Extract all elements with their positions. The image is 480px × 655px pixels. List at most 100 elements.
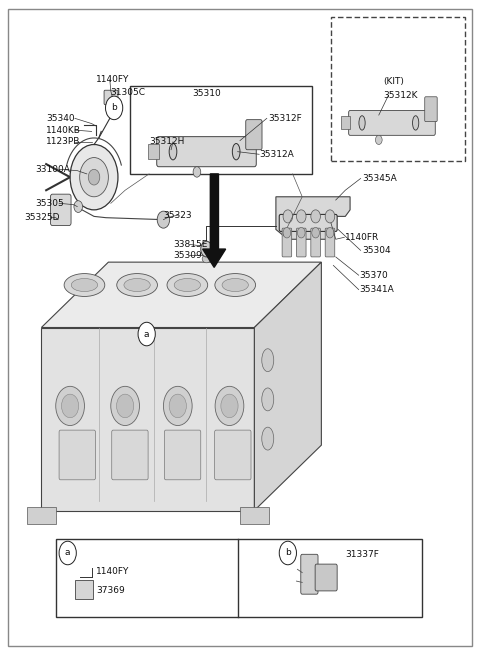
- Circle shape: [221, 394, 238, 418]
- Text: 1140FY: 1140FY: [96, 75, 130, 84]
- Circle shape: [117, 394, 134, 418]
- FancyBboxPatch shape: [325, 228, 335, 257]
- Circle shape: [70, 145, 118, 210]
- Ellipse shape: [202, 255, 211, 263]
- FancyBboxPatch shape: [104, 90, 118, 105]
- FancyBboxPatch shape: [112, 430, 148, 480]
- Text: 31305C: 31305C: [110, 88, 145, 97]
- Ellipse shape: [215, 274, 255, 297]
- Text: 35370: 35370: [360, 271, 388, 280]
- Circle shape: [201, 241, 212, 257]
- Ellipse shape: [222, 278, 248, 291]
- Text: 35305: 35305: [35, 199, 64, 208]
- Circle shape: [56, 386, 84, 426]
- Circle shape: [74, 200, 83, 212]
- Ellipse shape: [124, 278, 150, 291]
- Circle shape: [215, 386, 244, 426]
- FancyBboxPatch shape: [50, 194, 71, 225]
- FancyBboxPatch shape: [164, 430, 201, 480]
- Polygon shape: [148, 145, 158, 159]
- FancyBboxPatch shape: [297, 228, 306, 257]
- Circle shape: [283, 227, 291, 238]
- FancyBboxPatch shape: [348, 111, 435, 136]
- Circle shape: [375, 136, 382, 145]
- Text: b: b: [111, 103, 117, 113]
- Polygon shape: [41, 262, 322, 328]
- Text: 31337F: 31337F: [345, 550, 379, 559]
- Circle shape: [193, 167, 201, 177]
- Text: 35312F: 35312F: [269, 114, 302, 123]
- FancyBboxPatch shape: [282, 228, 292, 257]
- Ellipse shape: [232, 143, 240, 160]
- Ellipse shape: [262, 388, 274, 411]
- Text: 35340: 35340: [46, 114, 75, 123]
- Text: 35310: 35310: [192, 89, 221, 98]
- Text: 35341A: 35341A: [360, 285, 395, 294]
- Text: 33815E: 33815E: [173, 240, 207, 249]
- Ellipse shape: [72, 278, 97, 291]
- Ellipse shape: [174, 278, 201, 291]
- Circle shape: [163, 386, 192, 426]
- FancyBboxPatch shape: [215, 430, 251, 480]
- FancyBboxPatch shape: [56, 538, 422, 617]
- Ellipse shape: [412, 116, 419, 130]
- Text: 33100A: 33100A: [35, 165, 70, 174]
- Polygon shape: [203, 174, 226, 267]
- Circle shape: [297, 210, 306, 223]
- FancyBboxPatch shape: [425, 97, 437, 122]
- Polygon shape: [27, 507, 56, 523]
- Text: 35312H: 35312H: [149, 138, 184, 146]
- Ellipse shape: [262, 427, 274, 450]
- Text: 1140FR: 1140FR: [345, 233, 380, 242]
- Text: 1123PB: 1123PB: [46, 138, 81, 146]
- Circle shape: [325, 210, 335, 223]
- Text: (KIT): (KIT): [384, 77, 405, 86]
- Circle shape: [88, 170, 100, 185]
- FancyBboxPatch shape: [311, 228, 321, 257]
- Polygon shape: [41, 328, 254, 510]
- Text: b: b: [285, 548, 291, 557]
- Circle shape: [106, 96, 123, 120]
- FancyBboxPatch shape: [75, 580, 93, 599]
- Ellipse shape: [117, 274, 157, 297]
- FancyBboxPatch shape: [279, 214, 337, 231]
- Ellipse shape: [64, 274, 105, 297]
- Text: 35304: 35304: [362, 246, 391, 255]
- FancyBboxPatch shape: [8, 9, 472, 646]
- Circle shape: [326, 227, 334, 238]
- Circle shape: [59, 541, 76, 565]
- Text: 35312K: 35312K: [384, 91, 418, 100]
- Circle shape: [298, 227, 305, 238]
- FancyBboxPatch shape: [301, 554, 318, 594]
- Circle shape: [61, 394, 79, 418]
- FancyBboxPatch shape: [246, 120, 262, 150]
- Text: 1140FY: 1140FY: [96, 567, 130, 576]
- Text: a: a: [65, 548, 71, 557]
- FancyBboxPatch shape: [59, 430, 96, 480]
- FancyBboxPatch shape: [157, 137, 256, 167]
- Ellipse shape: [167, 274, 208, 297]
- Ellipse shape: [359, 116, 365, 130]
- Text: 37369: 37369: [96, 586, 125, 595]
- Text: 1140KB: 1140KB: [46, 126, 81, 135]
- Text: 35345A: 35345A: [362, 174, 397, 183]
- Circle shape: [111, 386, 140, 426]
- Ellipse shape: [169, 143, 177, 160]
- Ellipse shape: [262, 348, 274, 371]
- Text: a: a: [144, 329, 149, 339]
- Polygon shape: [254, 262, 322, 510]
- Circle shape: [311, 210, 321, 223]
- Text: 35325D: 35325D: [24, 213, 60, 222]
- Circle shape: [138, 322, 156, 346]
- Polygon shape: [341, 117, 350, 130]
- Text: 35323: 35323: [163, 210, 192, 219]
- Circle shape: [157, 211, 169, 228]
- Circle shape: [283, 210, 293, 223]
- FancyBboxPatch shape: [331, 17, 465, 161]
- FancyBboxPatch shape: [130, 86, 312, 174]
- Text: 35312A: 35312A: [259, 150, 294, 159]
- Circle shape: [169, 394, 186, 418]
- Polygon shape: [276, 196, 350, 239]
- Text: 35309: 35309: [173, 251, 202, 260]
- Circle shape: [312, 227, 320, 238]
